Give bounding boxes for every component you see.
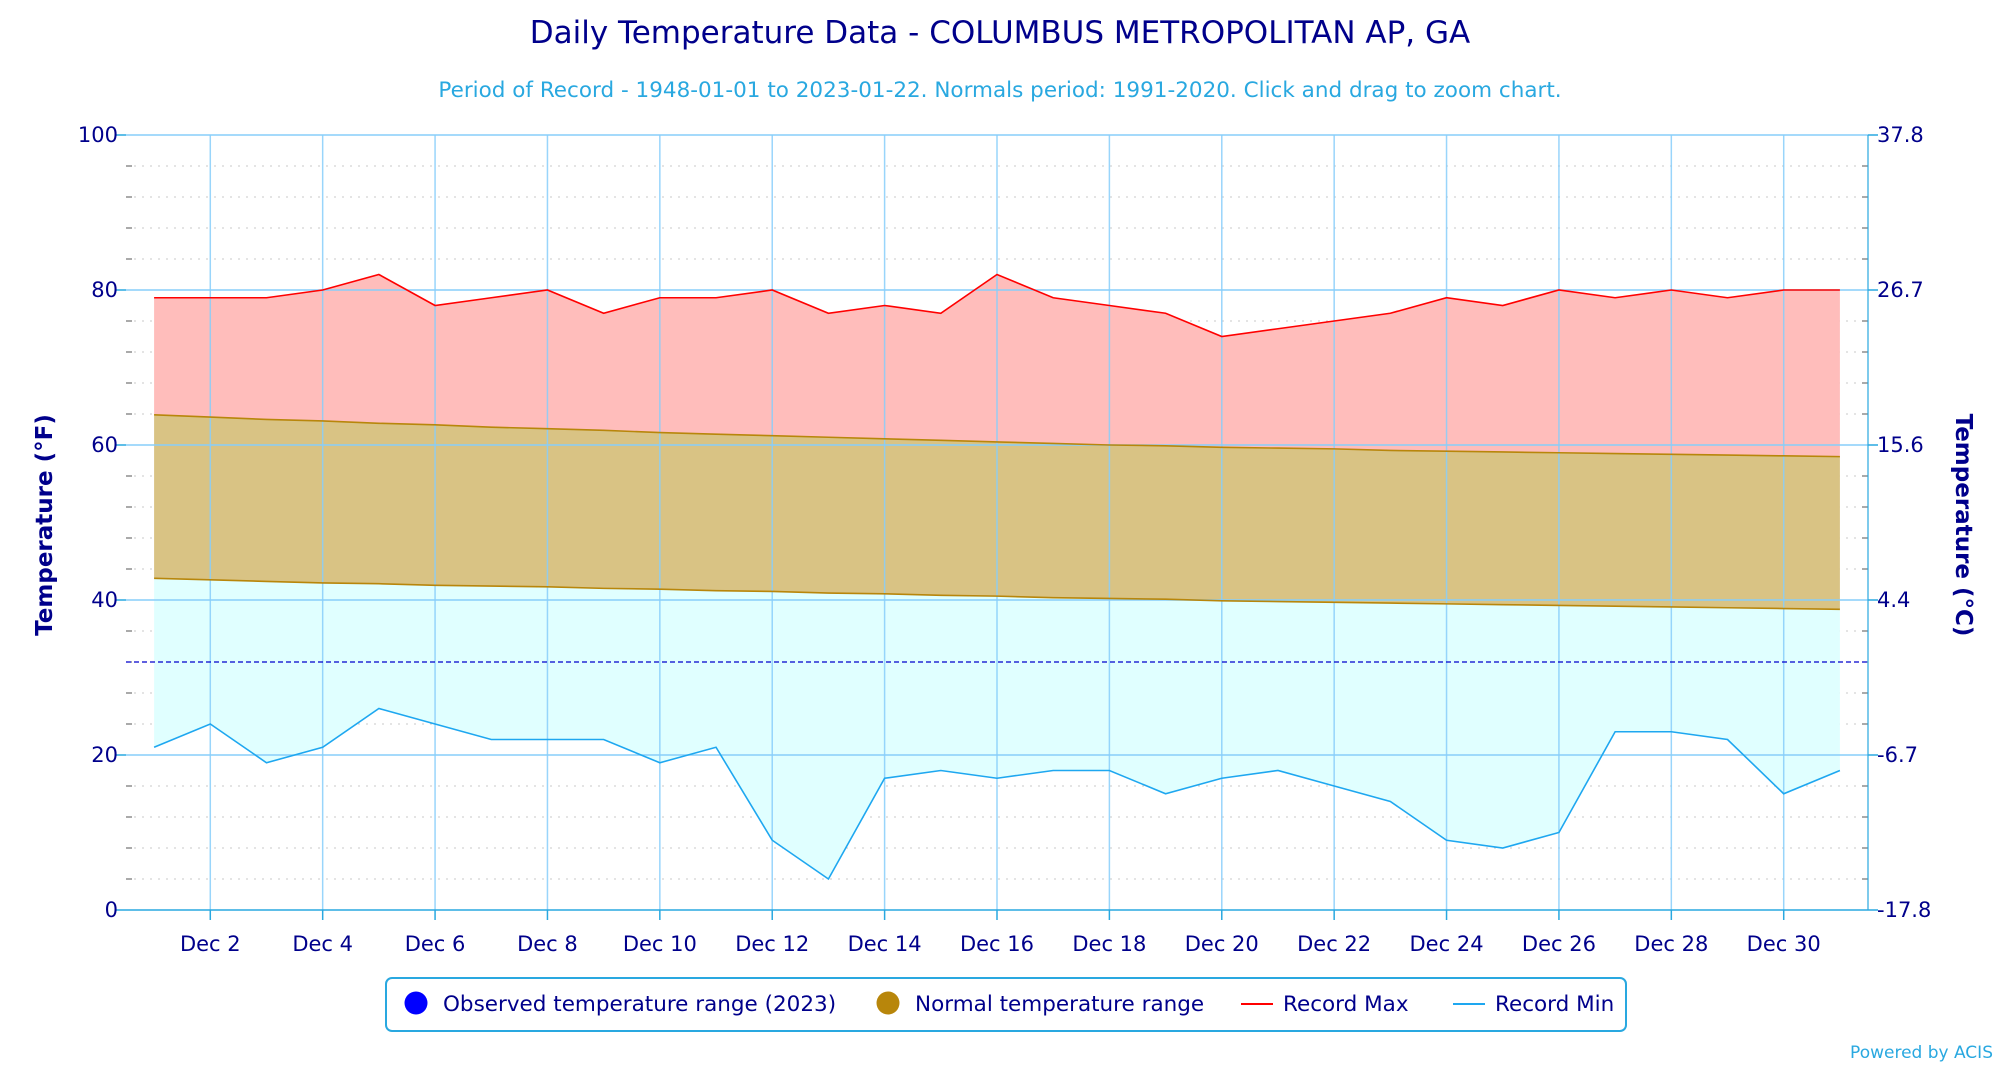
x-tick-label: Dec 14	[848, 932, 922, 956]
y-tick-label-left: 100	[78, 123, 118, 147]
y-axis-title-right: Temperature (°C)	[1950, 414, 1976, 637]
legend-item-record-max[interactable]: Record Max	[1241, 992, 1409, 1017]
normal-low-line	[154, 577, 1840, 611]
y-tick-label-right: 26.7	[1877, 278, 1924, 302]
y-tick-label-left: 60	[91, 433, 118, 457]
legend-label-normal: Normal temperature range	[915, 992, 1204, 1017]
legend-item-observed[interactable]: Observed temperature range (2023)	[404, 991, 837, 1018]
x-tick-label: Dec 16	[960, 932, 1034, 956]
axis-ticks: 0 -17.8 20 -6.7 40 4.4 60 15.6 80 26.7 100 37.8 Dec …	[78, 123, 1931, 956]
y-tick-label-left: 80	[91, 278, 118, 302]
normal-high-line	[154, 413, 1840, 458]
x-tick-label: Dec 28	[1634, 932, 1708, 956]
y-tick-label-right: 4.4	[1877, 588, 1910, 612]
y-axis-title-left: Temperature (°F)	[32, 414, 58, 636]
legend-item-normal[interactable]: Normal temperature range	[876, 991, 1205, 1018]
y-tick-label-left: 20	[91, 743, 118, 767]
legend-label-record-max: Record Max	[1283, 992, 1409, 1017]
y-tick-label-right: 15.6	[1877, 433, 1924, 457]
legend-label-record-min: Record Min	[1495, 992, 1614, 1017]
y-tick-label-left: 0	[105, 898, 118, 922]
x-tick-label: Dec 22	[1297, 932, 1371, 956]
x-tick-label: Dec 24	[1410, 932, 1484, 956]
y-tick-label-right: -17.8	[1877, 898, 1931, 922]
powered-by-credit[interactable]: Powered by ACIS	[1850, 1043, 1993, 1063]
chart-title: Daily Temperature Data - COLUMBUS METROP…	[530, 15, 1470, 51]
record-max-line	[154, 273, 1840, 338]
x-tick-label: Dec 30	[1747, 932, 1821, 956]
x-tick-label: Dec 2	[180, 932, 241, 956]
x-tick-label: Dec 18	[1072, 932, 1146, 956]
legend-marker-normal	[876, 991, 900, 1015]
x-tick-label: Dec 8	[517, 932, 578, 956]
legend-box	[385, 977, 1627, 1032]
legend-label-observed: Observed temperature range (2023)	[443, 992, 836, 1017]
y-tick-label-right: -6.7	[1877, 743, 1918, 767]
x-tick-label: Dec 20	[1185, 932, 1259, 956]
x-tick-label: Dec 26	[1522, 932, 1596, 956]
legend-item-record-min[interactable]: Record Min	[1453, 992, 1614, 1017]
x-tick-label: Dec 4	[292, 932, 353, 956]
legend[interactable]: Observed temperature range (2023) Normal…	[385, 977, 1627, 1032]
y-tick-label-right: 37.8	[1877, 123, 1924, 147]
chart-subtitle: Period of Record - 1948-01-01 to 2023-01…	[438, 78, 1561, 103]
record-min-line	[153, 707, 1841, 881]
x-tick-label: Dec 6	[405, 932, 466, 956]
legend-marker-observed	[404, 991, 428, 1015]
x-tick-label: Dec 10	[623, 932, 697, 956]
y-tick-label-left: 40	[91, 588, 118, 612]
plot-lines	[126, 134, 1869, 911]
x-tick-label: Dec 12	[735, 932, 809, 956]
